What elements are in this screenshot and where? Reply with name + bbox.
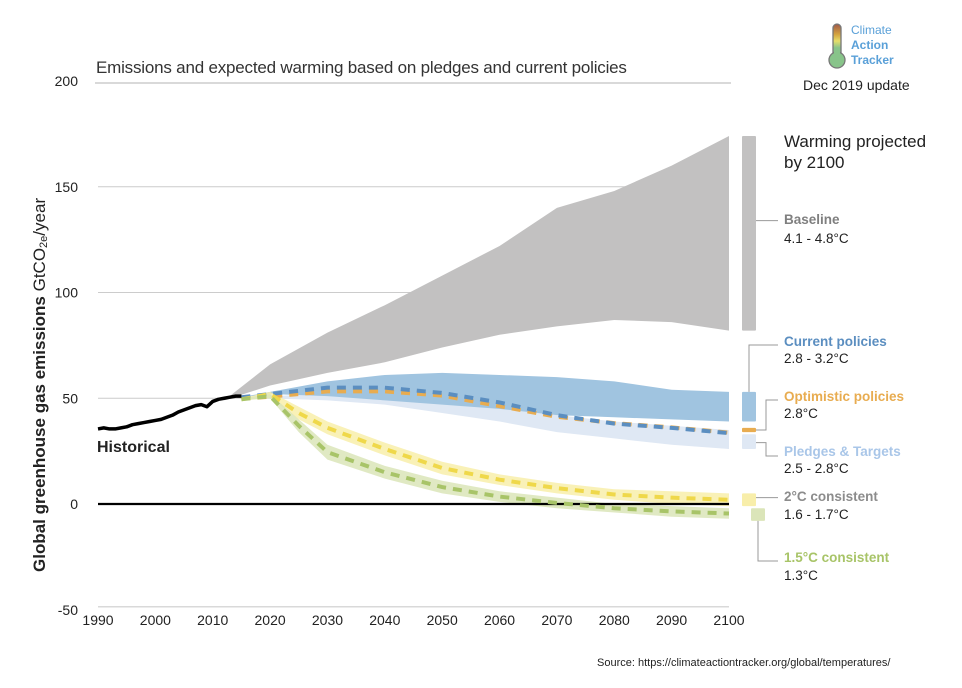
- warming-bar-optimistic-policies: [742, 427, 756, 433]
- legend-current-policies-range: 2.8 - 3.2°C: [784, 351, 849, 366]
- warming-bar-baseline: [742, 135, 756, 331]
- historical-series: [97, 394, 242, 431]
- warming-panel-title: Warming projected by 2100: [784, 131, 926, 173]
- y-tick-label: 150: [55, 179, 79, 195]
- x-tick-label: 2070: [541, 612, 572, 628]
- logo-line-1: Climate: [851, 23, 892, 37]
- legend-optimistic-range: 2.8°C: [784, 406, 818, 421]
- source-note: Source: https://climateactiontracker.org…: [597, 657, 891, 669]
- legend-1-5c-range: 1.3°C: [784, 568, 818, 583]
- update-label: Dec 2019 update: [803, 77, 910, 93]
- x-tick-label: 2000: [140, 612, 171, 628]
- band-2-c-consistent: [241, 391, 729, 507]
- historical-line: [97, 394, 242, 431]
- scenario-bands: [98, 135, 729, 519]
- y-tick-label: -50: [58, 602, 78, 618]
- y-tick-label: 200: [55, 73, 79, 89]
- y-axis-ticks: 200 150 100 50 0 -50: [55, 73, 79, 618]
- legend-current-policies-label: Current policies: [784, 334, 887, 349]
- y-axis-label-text: Global greenhouse gas emissions: [30, 296, 49, 572]
- title-divider: [95, 82, 731, 84]
- y-tick-label: 0: [70, 496, 78, 512]
- warming-bar-2-c-consistent: [742, 493, 756, 507]
- legend-optimistic-label: Optimistic policies: [784, 389, 905, 404]
- x-axis-ticks: 1990 2000 2010 2020 2030 2040 2050 2060 2070 2080…: [82, 612, 744, 628]
- x-tick-label: 2040: [369, 612, 400, 628]
- legend-baseline-label: Baseline: [784, 212, 840, 227]
- connector-optimistic: [756, 399, 778, 431]
- warming-bar-pledges-targets: [742, 434, 756, 450]
- logo-line-3: Tracker: [851, 53, 894, 67]
- legend-baseline-range: 4.1 - 4.8°C: [784, 231, 849, 246]
- connector-1-5c: [757, 520, 778, 562]
- connector-current-policies: [748, 344, 778, 392]
- band-baseline: [224, 135, 729, 401]
- line-1-5-c-median: [241, 394, 730, 516]
- thermometer-icon: [828, 23, 846, 69]
- band-pledges-targets: [241, 394, 729, 450]
- x-tick-label: 2030: [312, 612, 343, 628]
- y-tick-label: 50: [62, 390, 78, 406]
- y-axis-unit: GtCO2e/year: [30, 197, 50, 292]
- historical-label: Historical: [97, 439, 170, 456]
- chart-title: Emissions and expected warming based on …: [96, 58, 627, 77]
- x-tick-label: 2020: [255, 612, 286, 628]
- y-axis-label: Global greenhouse gas emissions GtCO2e/y…: [30, 198, 50, 572]
- warming-bar-1-5-c-consistent: [751, 508, 765, 521]
- logo-line-2: Action: [851, 38, 889, 52]
- line-current-policies-median: [241, 385, 730, 436]
- line-2-c-median: [241, 391, 730, 502]
- warming-title-line-2: by 2100: [784, 153, 845, 172]
- legend-2c-label: 2°C consistent: [784, 489, 878, 504]
- legend-1-5c-label: 1.5°C consistent: [784, 550, 890, 565]
- band-current-policies: [241, 372, 729, 422]
- x-tick-label: 1990: [82, 612, 113, 628]
- scenario-lines: [241, 385, 730, 516]
- legend-pledges-range: 2.5 - 2.8°C: [784, 461, 849, 476]
- connector-pledges: [756, 442, 778, 457]
- x-tick-label: 2090: [656, 612, 687, 628]
- x-tick-label: 2010: [197, 612, 228, 628]
- x-tick-label: 2050: [427, 612, 458, 628]
- warming-bar-current-policies: [742, 391, 756, 422]
- x-tick-label: 2080: [599, 612, 630, 628]
- y-tick-label: 100: [55, 285, 79, 301]
- legend-pledges-label: Pledges & Targets: [784, 444, 901, 459]
- logo-text: Climate Action Tracker: [851, 23, 894, 68]
- legend-2c-range: 1.6 - 1.7°C: [784, 507, 849, 522]
- warming-title-line-1: Warming projected: [784, 132, 927, 151]
- x-tick-label: 2060: [484, 612, 515, 628]
- x-tick-label: 2100: [713, 612, 744, 628]
- warming-bars: [742, 135, 778, 562]
